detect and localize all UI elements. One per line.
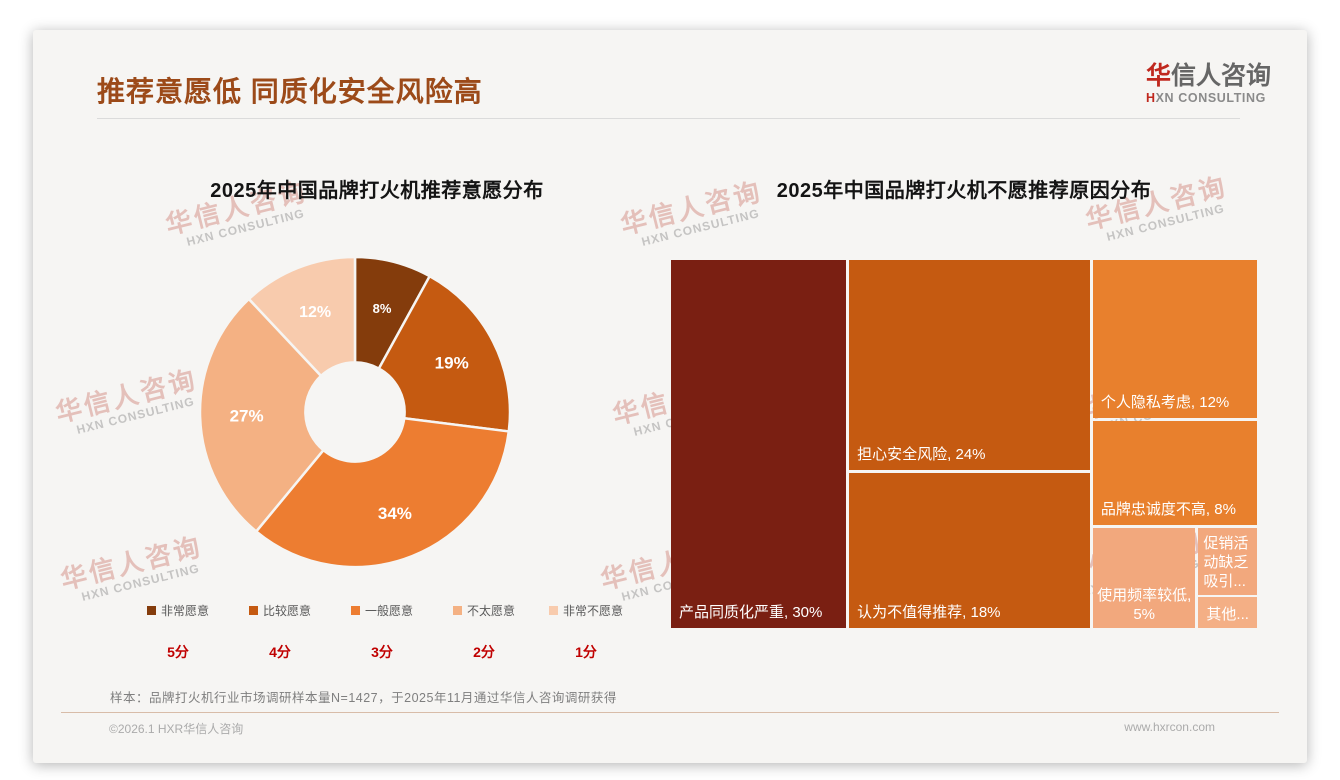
treemap-chart: 产品同质化严重, 30% 担心安全风险, 24% 认为不值得推荐, 18% 个人隐私考… bbox=[671, 260, 1257, 628]
legend-label-2: 一般愿意 bbox=[364, 604, 413, 618]
legend-label-4: 非常不愿意 bbox=[562, 604, 623, 618]
pie-slice-1 bbox=[377, 274, 512, 433]
legend-item-4: 非常不愿意 bbox=[535, 602, 637, 619]
logo-en-accent: H bbox=[1145, 90, 1156, 105]
slide-content: 推荐意愿低 同质化安全风险高 华信人咨询 HXN CONSULTING 2025… bbox=[33, 30, 1307, 763]
legend-swatch-4 bbox=[548, 606, 558, 615]
legend-label-3: 不太愿意 bbox=[466, 604, 515, 618]
treemap-label-6: 促销活动缺乏吸引... bbox=[1203, 534, 1249, 590]
slide-card: 华信人咨询 HXN CONSULTING 华信人咨询 HXN CONSULTING 华信… bbox=[33, 30, 1307, 763]
company-logo: 华信人咨询 HXN CONSULTING bbox=[1146, 62, 1271, 105]
footer-copyright: ©2026.1 HXR华信人咨询 bbox=[109, 722, 244, 736]
treemap-cell-3: 个人隐私考虑, 12% bbox=[1092, 260, 1257, 418]
legend-label-1: 比较愿意 bbox=[262, 604, 311, 618]
pie-label-2: 34% bbox=[378, 504, 412, 523]
legend-item-3: 不太愿意 bbox=[433, 602, 535, 619]
treemap-label-1: 担心安全风险, 24% bbox=[857, 446, 986, 464]
score-label-3: 2分 bbox=[473, 644, 495, 660]
legend-item-0: 非常愿意 bbox=[127, 602, 229, 619]
score-row: 5分 4分 3分 2分 1分 bbox=[127, 642, 637, 662]
score-label-0: 5分 bbox=[167, 644, 189, 660]
legend-label-0: 非常愿意 bbox=[160, 604, 209, 618]
legend-swatch-0 bbox=[146, 606, 156, 615]
score-label-1: 4分 bbox=[269, 644, 291, 660]
treemap-cell-1: 担心安全风险, 24% bbox=[849, 260, 1090, 471]
pie-label-3: 27% bbox=[230, 406, 264, 425]
title-divider bbox=[97, 118, 1240, 119]
legend-swatch-1 bbox=[248, 606, 258, 615]
legend-swatch-3 bbox=[452, 606, 462, 615]
treemap-cell-5: 使用频率较低, 5% bbox=[1092, 528, 1196, 628]
pie-slice-3 bbox=[198, 297, 326, 534]
logo-cn-accent: 华 bbox=[1145, 62, 1171, 90]
legend-item-2: 一般愿意 bbox=[331, 602, 433, 619]
legend-swatch-2 bbox=[350, 606, 360, 615]
score-label-2: 3分 bbox=[371, 644, 393, 660]
pie-label-4: 12% bbox=[299, 304, 331, 321]
treemap-cell-4: 品牌忠诚度不高, 8% bbox=[1092, 420, 1257, 526]
sample-note: 样本：品牌打火机行业市场调研样本量N=1427，于2025年11月通过华信人咨询… bbox=[110, 691, 617, 705]
treemap-cell-7: 其他... bbox=[1198, 597, 1257, 628]
treemap-label-7: 其他... bbox=[1206, 605, 1249, 623]
pie-slice-4 bbox=[247, 255, 357, 378]
donut-chart: 8% 19% 34% 27% 12% bbox=[198, 255, 512, 569]
pie-label-1: 19% bbox=[435, 354, 469, 373]
logo-en-rest: XN CONSULTING bbox=[1155, 90, 1266, 105]
pie-chart-title: 2025年中国品牌打火机推荐意愿分布 bbox=[210, 180, 544, 202]
treemap-label-3: 个人隐私考虑, 12% bbox=[1100, 393, 1230, 411]
footer-divider bbox=[61, 712, 1279, 713]
treemap-label-4: 品牌忠诚度不高, 8% bbox=[1100, 501, 1236, 519]
logo-cn-rest: 信人咨询 bbox=[1170, 62, 1271, 90]
footer-website: www.hxrcon.com bbox=[1124, 720, 1215, 734]
logo-chinese: 华信人咨询 bbox=[1146, 62, 1271, 91]
score-label-4: 1分 bbox=[575, 644, 597, 660]
logo-english: HXN CONSULTING bbox=[1146, 91, 1271, 105]
treemap-cell-6: 促销活动缺乏吸引... bbox=[1198, 528, 1257, 595]
pie-legend: 非常愿意 比较愿意 一般愿意 不太愿意 非常不愿意 bbox=[127, 602, 637, 619]
legend-item-1: 比较愿意 bbox=[229, 602, 331, 619]
treemap-label-0: 产品同质化严重, 30% bbox=[679, 604, 823, 621]
treemap-cell-0: 产品同质化严重, 30% bbox=[671, 260, 847, 628]
pie-label-0: 8% bbox=[373, 301, 392, 316]
treemap-label-2: 认为不值得推荐, 18% bbox=[857, 603, 1001, 621]
treemap-label-5: 使用频率较低, 5% bbox=[1097, 586, 1192, 623]
treemap-chart-title: 2025年中国品牌打火机不愿推荐原因分布 bbox=[776, 180, 1152, 202]
page-title: 推荐意愿低 同质化安全风险高 bbox=[97, 76, 483, 107]
treemap-cell-2: 认为不值得推荐, 18% bbox=[849, 473, 1090, 628]
